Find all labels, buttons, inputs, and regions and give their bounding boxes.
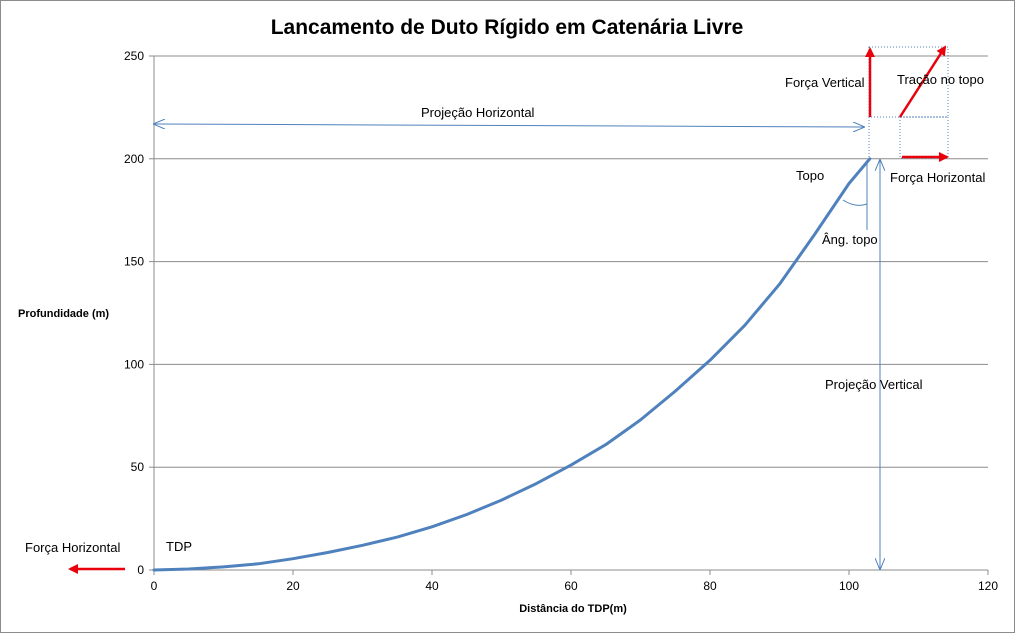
y-tick-label-50: 50	[131, 460, 145, 474]
top-label: Topo	[796, 168, 824, 183]
top-angle-arc	[842, 199, 868, 206]
top-angle-label: Âng. topo	[822, 232, 878, 247]
tension-arrow	[898, 45, 947, 118]
annotation-diagram: Força Vertical Tração no topo Projeção H…	[25, 45, 985, 574]
x-axis-label: Distância do TDP(m)	[519, 603, 627, 615]
tdp-label: TDP	[166, 539, 192, 554]
gridlines	[154, 55, 988, 468]
y-tick-label-150: 150	[124, 255, 144, 269]
tension-top-label: Tração no topo	[897, 72, 984, 87]
horizontal-projection-label: Projeção Horizontal	[421, 105, 535, 120]
catenary-line	[152, 157, 872, 572]
y-tick-label-100: 100	[124, 357, 144, 371]
x-tick-label-40: 40	[425, 579, 439, 593]
series	[152, 157, 872, 572]
vertical-force-label: Força Vertical	[785, 75, 865, 90]
y-axis-label: Profundidade (m)	[18, 308, 109, 320]
vertical-projection-label: Projeção Vertical	[825, 377, 923, 392]
x-tick-label-20: 20	[286, 579, 300, 593]
axes	[149, 55, 989, 575]
y-tick-label-200: 200	[124, 152, 144, 166]
horizontal-force-tdp-label: Força Horizontal	[25, 540, 120, 555]
force-box-bottom	[899, 116, 949, 159]
chart-title: Lancamento de Duto Rígido em Catenária L…	[271, 16, 744, 39]
x-tick-label-60: 60	[564, 579, 578, 593]
tick-labels: 0 50 100 150 200 250 0 20 40 60 80 100 120	[124, 49, 998, 593]
x-tick-label-120: 120	[978, 579, 998, 593]
y-tick-label-250: 250	[124, 49, 144, 63]
x-tick-label-80: 80	[703, 579, 717, 593]
force-box-top	[868, 46, 949, 118]
horizontal-projection-line	[154, 124, 864, 127]
x-tick-label-100: 100	[839, 579, 859, 593]
x-tick-label-0: 0	[151, 579, 158, 593]
horizontal-force-top-label: Força Horizontal	[890, 170, 985, 185]
y-tick-label-0: 0	[137, 563, 144, 577]
